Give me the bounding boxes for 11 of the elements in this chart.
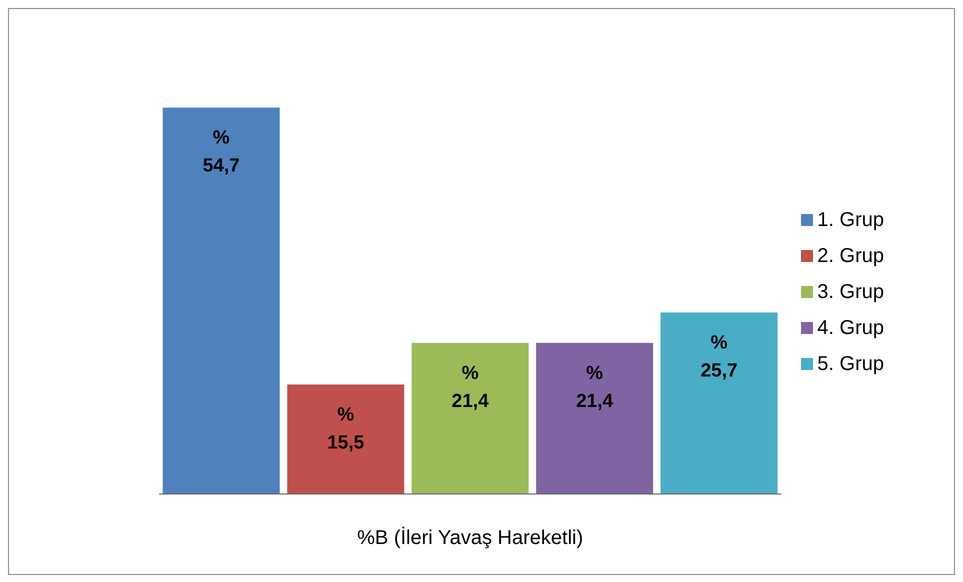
legend-label: 4. Grup: [817, 316, 884, 338]
legend-label: 1. Grup: [817, 208, 884, 230]
x-axis-title: %B (İleri Yavaş Hareketli): [357, 526, 584, 549]
data-label: % 21,4: [452, 362, 490, 412]
data-label: % 54,7: [202, 128, 240, 177]
legend-label: 5. Grup: [817, 352, 884, 374]
data-label: % 25,7: [700, 332, 738, 382]
legend-label: 3. Grup: [817, 280, 884, 302]
data-label: % 15,5: [327, 404, 365, 454]
legend-label: 2. Grup: [817, 244, 884, 266]
data-label: % 21,4: [576, 362, 614, 412]
